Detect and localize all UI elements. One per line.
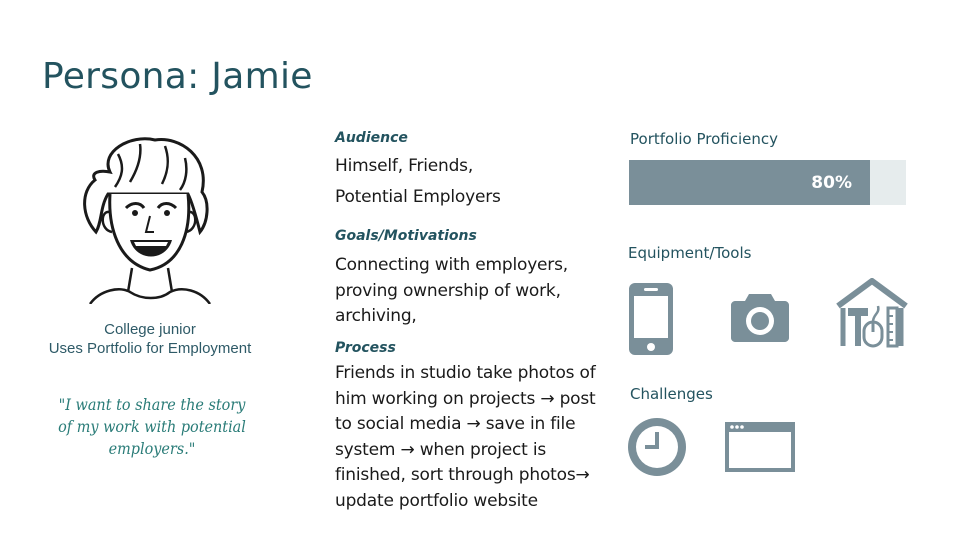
proficiency-value: 80% xyxy=(811,172,852,193)
process-line: system → when project is xyxy=(335,439,547,460)
proficiency-label: Portfolio Proficiency xyxy=(630,130,778,148)
goals-label: Goals/Motivations xyxy=(335,228,477,244)
process-line: Friends in studio take photos of xyxy=(335,363,596,383)
persona-role: College junior xyxy=(104,321,196,338)
challenges-label: Challenges xyxy=(630,385,713,403)
quote-line: of my work with potential xyxy=(58,417,246,436)
quote-line: employers." xyxy=(108,439,196,458)
goals-line: archiving, xyxy=(335,306,417,326)
persona-portrait xyxy=(70,132,220,305)
goals-text: Connecting with employers, proving owner… xyxy=(335,253,595,330)
browser-window-icon xyxy=(725,422,795,472)
camera-icon xyxy=(731,292,789,342)
process-line: finished, sort through photos→ xyxy=(335,465,590,485)
process-line: him working on projects → post xyxy=(335,388,596,409)
process-label: Process xyxy=(335,340,396,356)
clock-icon xyxy=(628,418,686,476)
process-line: to social media → save in file xyxy=(335,414,576,434)
process-line: update portfolio website xyxy=(335,490,538,511)
smartphone-icon xyxy=(629,283,673,355)
home-tools-icon xyxy=(836,278,908,348)
persona-quote: "I want to share the story of my work wi… xyxy=(44,394,260,460)
persona-usage: Uses Portfolio for Employment xyxy=(48,340,252,357)
goals-line: Connecting with employers, xyxy=(335,255,568,275)
equipment-label: Equipment/Tools xyxy=(628,244,752,262)
audience-label: Audience xyxy=(335,130,408,146)
proficiency-bar-fill: 80% xyxy=(629,160,870,205)
audience-line: Himself, Friends, xyxy=(335,156,474,176)
proficiency-bar: 80% xyxy=(629,160,906,205)
quote-line: "I want to share the story xyxy=(58,395,246,414)
process-text: Friends in studio take photos of him wor… xyxy=(335,361,605,514)
page-title: Persona: Jamie xyxy=(42,56,313,97)
goals-line: proving ownership of work, xyxy=(335,280,561,301)
audience-line: Potential Employers xyxy=(335,187,501,207)
